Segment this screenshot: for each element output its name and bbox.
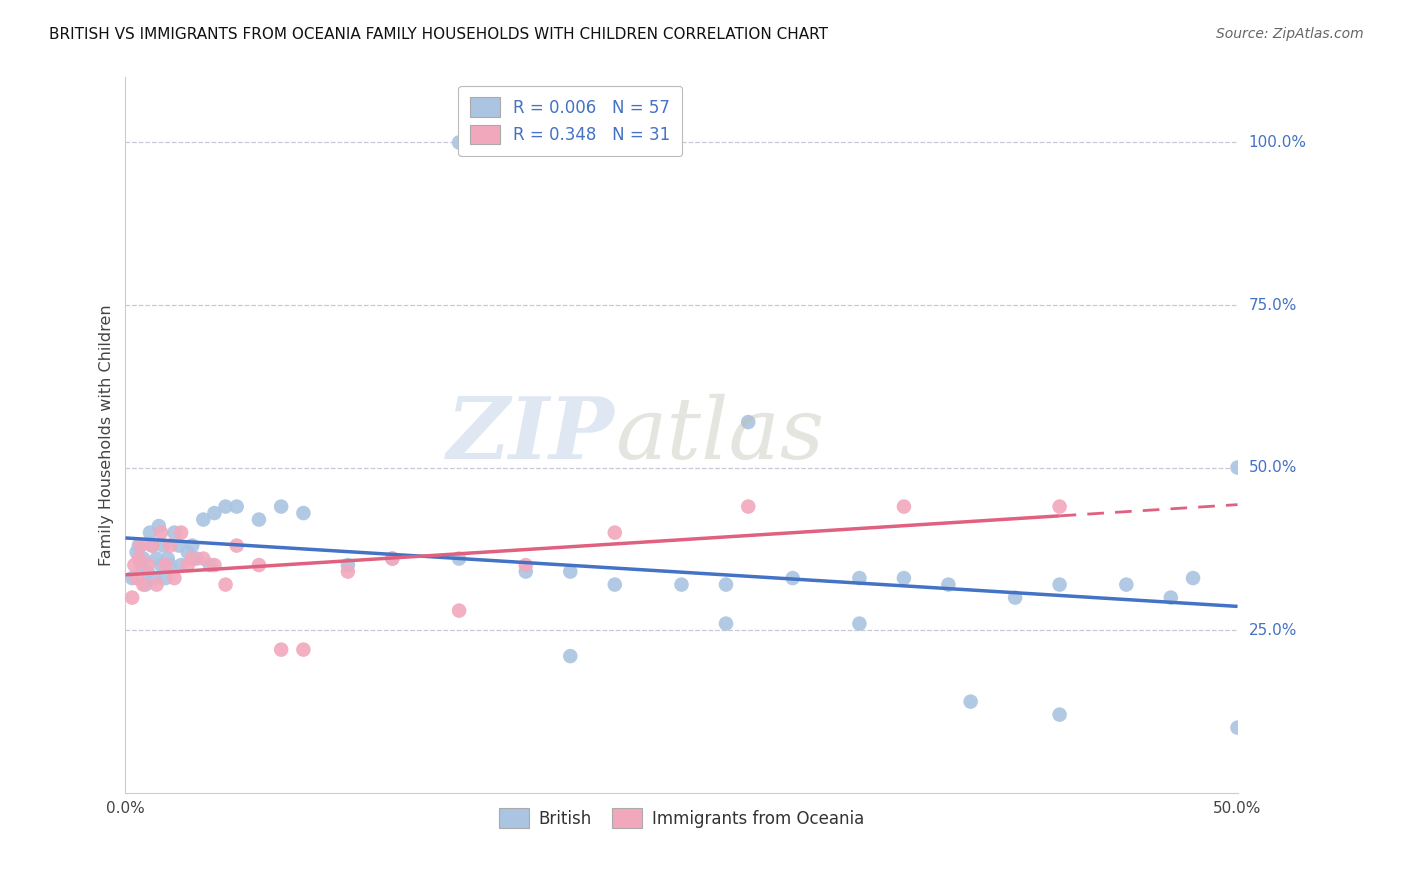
- Point: [170, 525, 193, 540]
- Point: [167, 539, 190, 553]
- Point: [449, 551, 471, 566]
- Point: [204, 506, 226, 520]
- Point: [336, 558, 359, 573]
- Point: [1226, 721, 1249, 735]
- Point: [938, 577, 960, 591]
- Point: [1182, 571, 1205, 585]
- Point: [136, 565, 159, 579]
- Point: [129, 558, 152, 573]
- Point: [603, 577, 626, 591]
- Point: [148, 519, 170, 533]
- Point: [124, 558, 146, 573]
- Point: [181, 539, 204, 553]
- Point: [136, 558, 159, 573]
- Text: ZIP: ZIP: [447, 393, 614, 477]
- Point: [714, 577, 737, 591]
- Point: [560, 649, 582, 664]
- Point: [1049, 707, 1071, 722]
- Point: [714, 616, 737, 631]
- Point: [155, 571, 177, 585]
- Point: [603, 525, 626, 540]
- Point: [225, 539, 247, 553]
- Text: 50.0%: 50.0%: [1249, 460, 1296, 475]
- Point: [186, 551, 208, 566]
- Point: [177, 545, 200, 559]
- Point: [449, 604, 471, 618]
- Point: [163, 571, 186, 585]
- Point: [247, 558, 270, 573]
- Point: [381, 551, 404, 566]
- Point: [848, 616, 870, 631]
- Point: [163, 525, 186, 540]
- Text: 25.0%: 25.0%: [1249, 623, 1296, 638]
- Point: [145, 577, 167, 591]
- Point: [204, 558, 226, 573]
- Point: [1226, 460, 1249, 475]
- Point: [449, 136, 471, 150]
- Point: [139, 525, 162, 540]
- Point: [270, 500, 292, 514]
- Text: BRITISH VS IMMIGRANTS FROM OCEANIA FAMILY HOUSEHOLDS WITH CHILDREN CORRELATION C: BRITISH VS IMMIGRANTS FROM OCEANIA FAMIL…: [49, 27, 828, 42]
- Point: [198, 558, 221, 573]
- Text: 100.0%: 100.0%: [1249, 135, 1306, 150]
- Point: [155, 558, 177, 573]
- Point: [141, 539, 163, 553]
- Point: [893, 571, 915, 585]
- Point: [671, 577, 693, 591]
- Point: [145, 551, 167, 566]
- Point: [159, 558, 181, 573]
- Point: [381, 551, 404, 566]
- Point: [515, 565, 537, 579]
- Point: [292, 506, 315, 520]
- Point: [150, 558, 173, 573]
- Text: 75.0%: 75.0%: [1249, 298, 1296, 312]
- Point: [181, 551, 204, 566]
- Point: [214, 577, 236, 591]
- Point: [247, 512, 270, 526]
- Point: [1049, 500, 1071, 514]
- Point: [515, 558, 537, 573]
- Point: [128, 539, 150, 553]
- Point: [177, 558, 200, 573]
- Point: [125, 545, 148, 559]
- Point: [134, 577, 156, 591]
- Point: [193, 551, 215, 566]
- Point: [141, 539, 163, 553]
- Point: [214, 500, 236, 514]
- Point: [1004, 591, 1026, 605]
- Point: [737, 500, 759, 514]
- Point: [143, 571, 166, 585]
- Point: [225, 500, 247, 514]
- Point: [1160, 591, 1182, 605]
- Point: [292, 642, 315, 657]
- Point: [848, 571, 870, 585]
- Point: [782, 571, 804, 585]
- Point: [150, 525, 173, 540]
- Point: [156, 551, 179, 566]
- Point: [132, 577, 155, 591]
- Point: [737, 415, 759, 429]
- Point: [125, 571, 148, 585]
- Point: [121, 591, 143, 605]
- Point: [170, 558, 193, 573]
- Legend: British, Immigrants from Oceania: British, Immigrants from Oceania: [492, 802, 870, 834]
- Point: [1049, 577, 1071, 591]
- Point: [336, 565, 359, 579]
- Point: [132, 551, 155, 566]
- Point: [1115, 577, 1137, 591]
- Point: [121, 571, 143, 585]
- Text: atlas: atlas: [614, 393, 824, 476]
- Y-axis label: Family Households with Children: Family Households with Children: [100, 304, 114, 566]
- Point: [159, 539, 181, 553]
- Point: [959, 695, 981, 709]
- Text: Source: ZipAtlas.com: Source: ZipAtlas.com: [1216, 27, 1364, 41]
- Point: [129, 539, 152, 553]
- Point: [193, 512, 215, 526]
- Point: [152, 539, 174, 553]
- Point: [560, 565, 582, 579]
- Point: [270, 642, 292, 657]
- Point: [128, 551, 150, 566]
- Point: [893, 500, 915, 514]
